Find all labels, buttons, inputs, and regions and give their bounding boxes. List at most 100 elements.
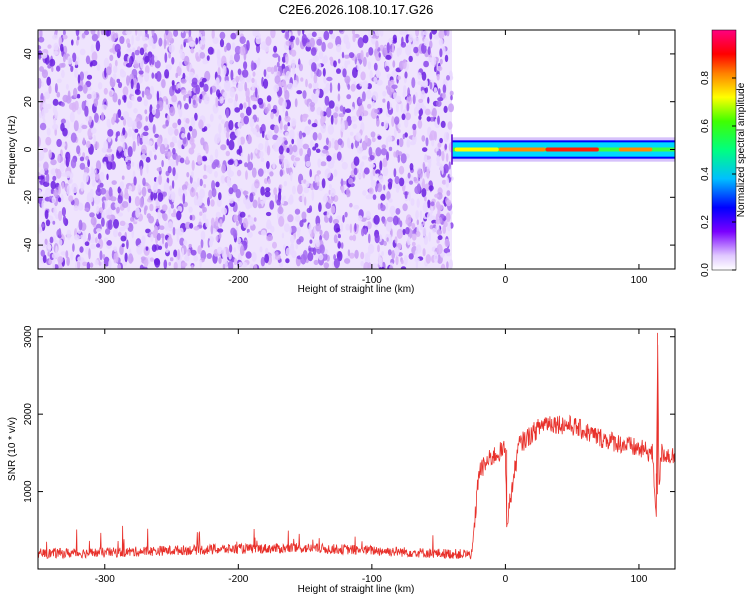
heatmap-cell bbox=[391, 250, 396, 260]
heatmap-cell bbox=[154, 181, 158, 188]
heatmap-cell bbox=[316, 62, 322, 69]
heatmap-cell bbox=[221, 164, 227, 174]
heatmap-cell bbox=[95, 40, 101, 52]
heatmap-cell bbox=[405, 227, 410, 235]
heatmap-cell bbox=[227, 98, 234, 104]
heatmap-cell bbox=[290, 118, 297, 127]
heatmap-cell bbox=[212, 37, 219, 44]
heatmap-cell bbox=[247, 153, 250, 164]
heatmap-cell bbox=[371, 100, 375, 107]
heatmap-cell bbox=[287, 214, 294, 223]
heatmap-cell bbox=[333, 60, 337, 68]
heatmap-cell bbox=[88, 248, 91, 260]
heatmap-cell bbox=[250, 152, 253, 161]
heatmap-cell bbox=[185, 30, 189, 34]
heatmap-cell bbox=[297, 184, 303, 195]
heatmap-cell bbox=[409, 163, 414, 171]
heatmap-cell bbox=[309, 37, 315, 48]
heatmap-cell bbox=[122, 111, 129, 120]
heatmap-cell bbox=[40, 249, 45, 257]
heatmap-cell bbox=[352, 67, 358, 79]
heatmap-cell bbox=[386, 216, 394, 223]
heatmap-cell bbox=[323, 30, 330, 41]
heatmap-cell bbox=[189, 214, 193, 221]
heatmap-cell bbox=[434, 251, 437, 256]
heatmap-cell bbox=[190, 249, 197, 256]
heatmap-cell bbox=[151, 43, 156, 50]
heatmap-cell bbox=[446, 213, 451, 221]
heatmap-cell bbox=[95, 174, 99, 181]
heatmap-cell bbox=[323, 262, 330, 269]
heatmap-cell bbox=[152, 123, 156, 134]
heatmap-cell bbox=[408, 180, 414, 185]
top-y-axis: -40 -20 0 20 40 bbox=[23, 48, 675, 252]
heatmap-cell bbox=[92, 168, 96, 175]
heatmap-cell bbox=[436, 155, 441, 164]
heatmap-cell bbox=[417, 169, 423, 179]
heatmap-cell bbox=[133, 108, 138, 114]
heatmap-cell bbox=[315, 239, 320, 248]
heatmap-cell bbox=[348, 52, 355, 59]
heatmap-cell bbox=[305, 78, 308, 88]
heatmap-cell bbox=[93, 98, 99, 107]
heatmap-cell bbox=[186, 172, 190, 178]
heatmap-cell bbox=[123, 149, 128, 157]
heatmap-cell bbox=[96, 205, 100, 215]
heatmap-cell bbox=[303, 186, 310, 194]
heatmap-cell bbox=[126, 100, 133, 109]
heatmap-cell bbox=[387, 178, 393, 183]
heatmap-cell bbox=[296, 90, 303, 95]
heatmap-cell bbox=[343, 34, 349, 45]
heatmap-cell bbox=[79, 246, 84, 253]
heatmap-cell bbox=[253, 264, 258, 269]
heatmap-cell bbox=[424, 154, 428, 163]
heatmap-cell bbox=[362, 80, 369, 90]
heatmap-cell bbox=[106, 148, 113, 153]
heatmap-cell bbox=[272, 134, 279, 141]
heatmap-cell bbox=[203, 126, 208, 132]
heatmap-cell bbox=[448, 161, 451, 170]
heatmap-cell bbox=[126, 48, 132, 53]
heatmap-cell bbox=[318, 186, 324, 192]
heatmap-cell bbox=[264, 247, 269, 255]
heatmap-cell bbox=[317, 132, 322, 141]
heatmap-cell bbox=[48, 84, 52, 94]
heatmap-cell bbox=[113, 65, 118, 74]
heatmap-cell bbox=[82, 261, 88, 267]
heatmap-cell bbox=[264, 190, 271, 198]
heatmap-cell bbox=[88, 232, 91, 241]
heatmap-cell bbox=[167, 151, 171, 161]
heatmap-cell bbox=[103, 237, 109, 242]
heatmap-cell bbox=[76, 93, 81, 99]
heatmap-cell bbox=[365, 89, 372, 100]
heatmap-cell bbox=[55, 168, 59, 174]
heatmap-cell bbox=[349, 223, 353, 234]
heatmap-cell bbox=[413, 176, 418, 182]
heatmap-cell bbox=[76, 39, 79, 46]
heatmap-cell bbox=[148, 36, 154, 46]
heatmap-cell bbox=[392, 60, 396, 68]
heatmap-cell bbox=[361, 155, 368, 160]
heatmap-cell bbox=[431, 30, 437, 35]
heatmap-cell bbox=[62, 30, 66, 36]
heatmap-cell bbox=[296, 227, 301, 233]
heatmap-cell bbox=[47, 44, 52, 49]
heatmap-cell bbox=[74, 100, 79, 111]
heatmap-cell bbox=[411, 222, 416, 229]
heatmap-cell bbox=[195, 56, 201, 62]
heatmap-cell bbox=[247, 231, 253, 238]
heatmap-cell bbox=[241, 261, 248, 268]
heatmap-cell bbox=[107, 129, 114, 137]
heatmap-cell bbox=[164, 52, 168, 63]
top-y-axis-label: Frequency (Hz) bbox=[7, 116, 18, 185]
heatmap-cell bbox=[273, 45, 278, 53]
heatmap-cell bbox=[62, 127, 68, 137]
heatmap-cell bbox=[198, 119, 204, 130]
heatmap-cell bbox=[74, 68, 78, 78]
heatmap-cell bbox=[402, 91, 407, 98]
heatmap-cell bbox=[439, 163, 444, 171]
heatmap-cell bbox=[57, 154, 61, 163]
heatmap-cell bbox=[276, 199, 281, 206]
heatmap-cell bbox=[87, 159, 90, 168]
heatmap-cell bbox=[446, 221, 451, 232]
